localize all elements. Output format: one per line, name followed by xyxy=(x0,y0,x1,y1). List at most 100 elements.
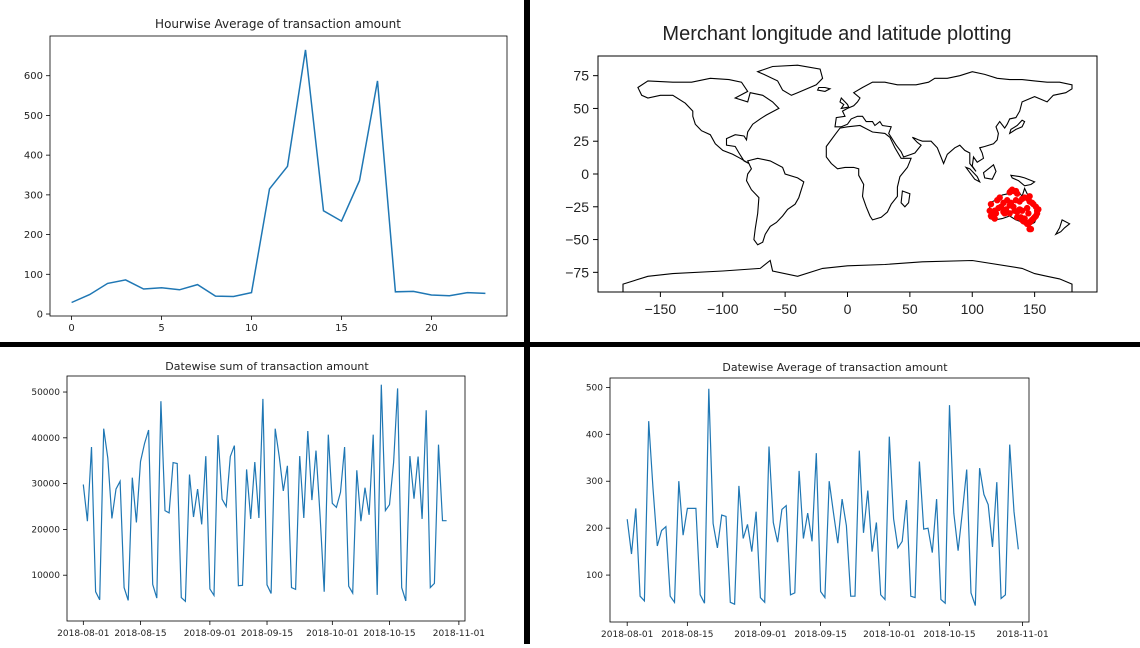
x-tick-label: 2018-10-15 xyxy=(363,629,415,639)
y-tick-label: 25 xyxy=(573,133,589,149)
datewise-average-chart: Datewise Average of transaction amount 2… xyxy=(586,361,1049,640)
x-tick-label: 2018-09-01 xyxy=(734,630,786,640)
x-tick-label: 0 xyxy=(844,301,852,317)
merchant-point xyxy=(1026,193,1033,200)
x-tick-label: −100 xyxy=(707,301,739,317)
landmass-borneo xyxy=(982,163,997,180)
landmass-antarctica xyxy=(622,259,1073,293)
landmass-africa xyxy=(825,124,912,221)
x-tick-label: 2018-10-01 xyxy=(306,629,358,639)
y-tick-label: 600 xyxy=(24,71,43,82)
landmass-new-zealand xyxy=(1054,219,1071,236)
x-tick-label: 2018-08-01 xyxy=(601,630,653,640)
chart-title: Hourwise Average of transaction amount xyxy=(155,17,401,31)
y-tick-label: 500 xyxy=(586,383,603,393)
y-tick-label: 20000 xyxy=(31,525,60,535)
plot-frame xyxy=(609,377,1030,623)
y-tick-label: 40000 xyxy=(31,434,60,444)
x-tick-label: 20 xyxy=(425,323,438,334)
horizontal-divider xyxy=(0,342,1140,347)
merchant-point xyxy=(996,194,1003,201)
merchant-point xyxy=(1018,207,1026,214)
y-tick-label: 300 xyxy=(24,190,43,201)
x-tick-label: 2018-09-01 xyxy=(184,629,236,639)
y-tick-label: 10000 xyxy=(31,571,60,581)
y-tick-label: 500 xyxy=(24,111,43,122)
merchant-point xyxy=(1025,210,1032,217)
merchant-point xyxy=(1006,210,1013,217)
datewise-average-panel: Datewise Average of transaction amount 2… xyxy=(530,348,1140,644)
x-tick-label: 2018-09-15 xyxy=(241,629,293,639)
y-tick-label: 0 xyxy=(37,310,43,321)
y-tick-label: −50 xyxy=(565,232,589,248)
plot-frame xyxy=(66,375,466,622)
merchant-point xyxy=(1023,204,1031,212)
x-tick-label: 2018-10-15 xyxy=(923,630,975,640)
landmass-japan xyxy=(1008,119,1026,135)
landmass-greenland xyxy=(756,64,824,96)
y-tick-label: −75 xyxy=(565,264,589,280)
merchant-map-panel: Merchant longitude and latitude plotting… xyxy=(530,0,1140,342)
merchant-location-map: Merchant longitude and latitude plotting… xyxy=(565,23,1098,317)
y-tick-label: 50000 xyxy=(31,388,60,398)
merchant-point xyxy=(991,215,998,222)
landmass-north-america xyxy=(637,77,780,164)
y-tick-label: 75 xyxy=(573,68,589,84)
landmass-eurasia xyxy=(834,71,1073,172)
y-tick-label: −25 xyxy=(565,199,589,215)
x-tick-label: 150 xyxy=(1023,301,1047,317)
y-tick-label: 50 xyxy=(573,100,589,116)
merchant-point xyxy=(991,207,998,214)
series-line xyxy=(626,388,1019,606)
x-tick-label: 100 xyxy=(961,301,985,317)
vertical-divider xyxy=(524,0,530,644)
x-tick-label: 2018-08-15 xyxy=(114,629,166,639)
x-tick-label: 2018-08-15 xyxy=(661,630,713,640)
merchant-point xyxy=(1021,194,1028,201)
x-tick-label: 2018-11-01 xyxy=(433,629,485,639)
y-tick-label: 400 xyxy=(586,430,603,440)
landmass-south-america xyxy=(745,157,805,246)
datewise-sum-chart: Datewise sum of transaction amount 2018-… xyxy=(31,360,485,639)
world-landmasses xyxy=(622,64,1073,293)
merchant-point xyxy=(987,200,995,208)
merchant-point xyxy=(986,207,993,214)
x-tick-label: 2018-08-01 xyxy=(57,629,109,639)
x-tick-label: 2018-10-01 xyxy=(863,630,915,640)
merchant-points xyxy=(986,186,1042,233)
y-tick-label: 300 xyxy=(586,477,603,487)
merchant-point xyxy=(1016,198,1023,205)
merchant-point xyxy=(1003,197,1011,204)
datewise-sum-panel: Datewise sum of transaction amount 2018-… xyxy=(0,348,524,644)
merchant-point xyxy=(1026,225,1033,233)
x-tick-label: 2018-09-15 xyxy=(794,630,846,640)
x-tick-label: 50 xyxy=(902,301,918,317)
y-tick-label: 400 xyxy=(24,151,43,162)
x-tick-label: 15 xyxy=(335,323,348,334)
chart-title: Merchant longitude and latitude plotting xyxy=(662,23,1011,45)
landmass-madagascar xyxy=(900,190,911,208)
y-tick-label: 0 xyxy=(581,166,589,182)
x-tick-label: 2018-11-01 xyxy=(996,630,1048,640)
y-tick-label: 100 xyxy=(586,571,603,581)
y-tick-label: 100 xyxy=(24,270,43,281)
merchant-point xyxy=(1013,214,1021,221)
merchant-point xyxy=(1001,210,1008,217)
x-tick-label: 10 xyxy=(245,323,258,334)
y-tick-label: 30000 xyxy=(31,480,60,490)
x-tick-label: 0 xyxy=(68,323,74,334)
hourwise-average-chart: Hourwise Average of transaction amount 0… xyxy=(24,17,508,334)
landmass-new-guinea xyxy=(1009,174,1036,187)
series-line xyxy=(71,49,486,304)
landmass-uk xyxy=(839,96,850,110)
chart-title: Datewise sum of transaction amount xyxy=(165,360,369,373)
merchant-point xyxy=(1013,190,1021,197)
landmass-sumatra xyxy=(964,166,981,184)
y-tick-label: 200 xyxy=(586,524,603,534)
chart-title: Datewise Average of transaction amount xyxy=(722,361,948,374)
y-tick-label: 200 xyxy=(24,230,43,241)
x-tick-label: −50 xyxy=(773,301,797,317)
series-line xyxy=(82,384,447,603)
x-tick-label: 5 xyxy=(158,323,164,334)
x-tick-label: −150 xyxy=(645,301,677,317)
